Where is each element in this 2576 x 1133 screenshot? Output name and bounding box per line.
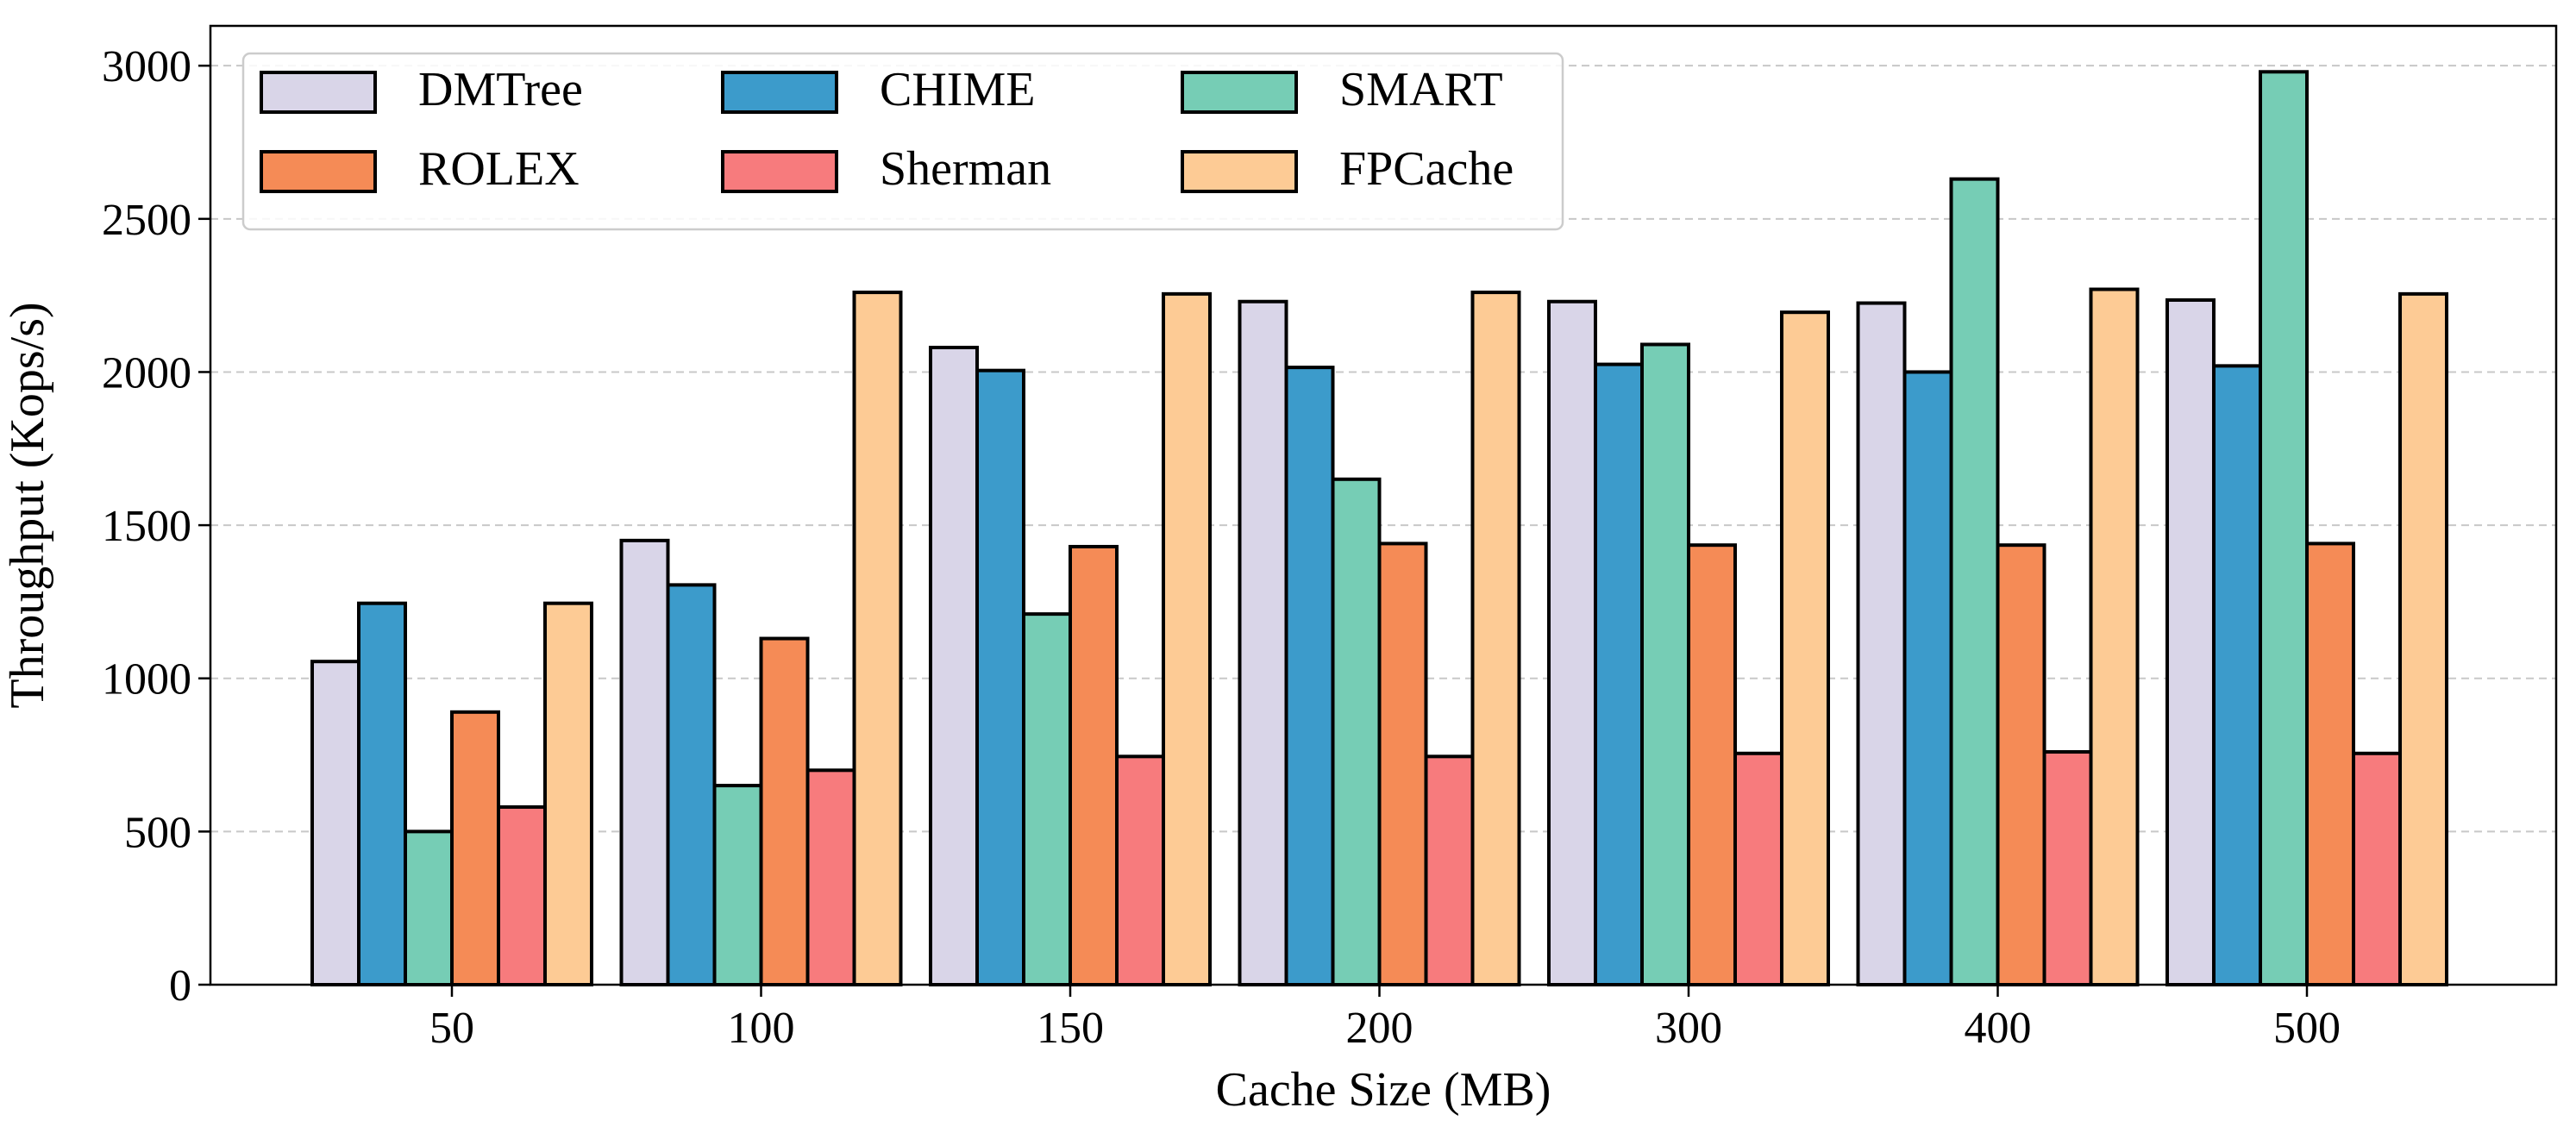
x-axis: 50 100 150 200 300 400 500 [429,985,2341,1053]
bar-chime-150 [975,368,1025,987]
y-axis: 0 500 1000 1500 2000 2500 3000 [102,42,210,1011]
y-tick-label: 0 [169,961,191,1011]
bar-fpcache-150 [1162,291,1212,986]
bar-chime-50 [357,601,407,986]
bar-dmtree-300 [1547,299,1597,987]
legend-label-rolex: ROLEX [418,142,580,196]
bars [310,70,2448,987]
bar-sherman-150 [1115,754,1165,986]
bar-rolex-200 [1377,541,1428,986]
bar-fpcache-100 [852,291,903,987]
legend-label-chime: CHIME [880,63,1035,116]
bar-sherman-50 [497,804,547,987]
x-tick-label: 500 [2273,1004,2341,1053]
bar-chime-400 [1902,370,1953,987]
bar-smart-100 [712,784,763,986]
y-axis-label: Throughput (Kops/s) [1,302,54,708]
legend-swatch-smart [1181,71,1298,114]
x-tick-label: 50 [429,1004,474,1053]
y-tick-label: 500 [124,808,191,857]
bar-fpcache-300 [1780,310,1830,987]
y-tick-label: 1500 [102,502,191,551]
bar-smart-400 [1949,177,2000,986]
y-tick-label: 1000 [102,655,191,704]
plot-frame [209,24,2558,986]
bar-rolex-50 [450,710,500,986]
y-tick-label: 2500 [102,196,191,245]
bar-dmtree-400 [1856,301,1907,986]
bar-chime-100 [666,583,717,986]
bar-chime-500 [2212,364,2262,986]
legend-label-sherman: Sherman [880,142,1051,196]
bar-chime-300 [1594,362,1644,986]
bar-rolex-150 [1069,544,1119,986]
bar-dmtree-150 [929,346,979,986]
legend-swatch-chime [721,71,838,114]
legend-label-smart: SMART [1339,63,1503,116]
legend: DMTree CHIME SMART ROLEX Sherman FPCache [241,52,1564,231]
legend-swatch-dmtree [260,71,377,114]
bar-rolex-300 [1687,543,1737,986]
bar-dmtree-200 [1238,299,1288,987]
bar-fpcache-400 [2089,287,2140,986]
x-tick-label: 300 [1655,1004,1722,1053]
bar-sherman-300 [1733,751,1783,986]
bar-smart-500 [2259,70,2309,986]
legend-label-dmtree: DMTree [418,63,583,116]
legend-swatch-rolex [260,150,377,193]
legend-label-fpcache: FPCache [1339,142,1514,196]
bar-rolex-400 [1996,543,2046,986]
bar-smart-300 [1640,342,1690,986]
bar-dmtree-100 [619,538,670,986]
x-tick-label: 200 [1346,1004,1413,1053]
bar-fpcache-200 [1470,291,1521,987]
y-tick-label: 2000 [102,348,191,397]
bar-smart-200 [1331,477,1382,986]
x-tick-label: 150 [1037,1004,1104,1053]
y-tick-label: 3000 [102,42,191,91]
legend-swatch-sherman [721,150,838,193]
bar-dmtree-50 [310,660,360,986]
bar-dmtree-500 [2165,297,2216,986]
bar-rolex-100 [759,636,810,987]
bar-rolex-500 [2305,541,2355,986]
bar-fpcache-500 [2398,291,2448,986]
bar-sherman-500 [2352,751,2402,986]
bar-smart-150 [1022,612,1072,986]
bar-chime-200 [1284,366,1335,986]
x-tick-label: 400 [1965,1004,2032,1053]
bar-smart-50 [404,829,454,986]
bar-sherman-100 [805,768,856,986]
x-tick-label: 100 [728,1004,795,1053]
bar-fpcache-50 [543,601,593,986]
bar-sherman-200 [1424,754,1475,986]
legend-swatch-fpcache [1181,150,1298,193]
x-axis-label: Cache Size (MB) [1216,1063,1551,1117]
bar-sherman-400 [2042,749,2093,986]
